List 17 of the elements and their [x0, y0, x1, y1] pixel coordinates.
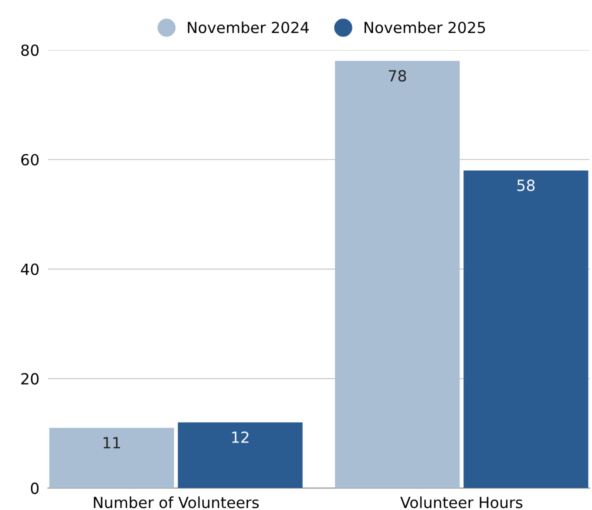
- y-tick-label: 60: [21, 154, 39, 166]
- x-tick-label: Number of Volunteers: [94, 496, 259, 508]
- bar: [335, 60, 460, 488]
- data-label: 11: [104, 437, 120, 448]
- bar: [178, 422, 303, 488]
- bar: [464, 170, 588, 488]
- x-tick-label: Volunteer Hours: [400, 496, 522, 508]
- data-label: 78: [388, 70, 406, 82]
- y-tick-label: 80: [21, 44, 39, 56]
- data-label: 12: [232, 431, 248, 443]
- y-tick-label: 0: [30, 482, 39, 494]
- data-label: 58: [517, 180, 535, 192]
- legend-label: November 2025: [364, 21, 485, 34]
- y-tick-label: 40: [20, 263, 39, 276]
- bar: [49, 428, 174, 488]
- legend-label: November 2024: [188, 21, 309, 34]
- y-tick-label: 20: [21, 373, 39, 385]
